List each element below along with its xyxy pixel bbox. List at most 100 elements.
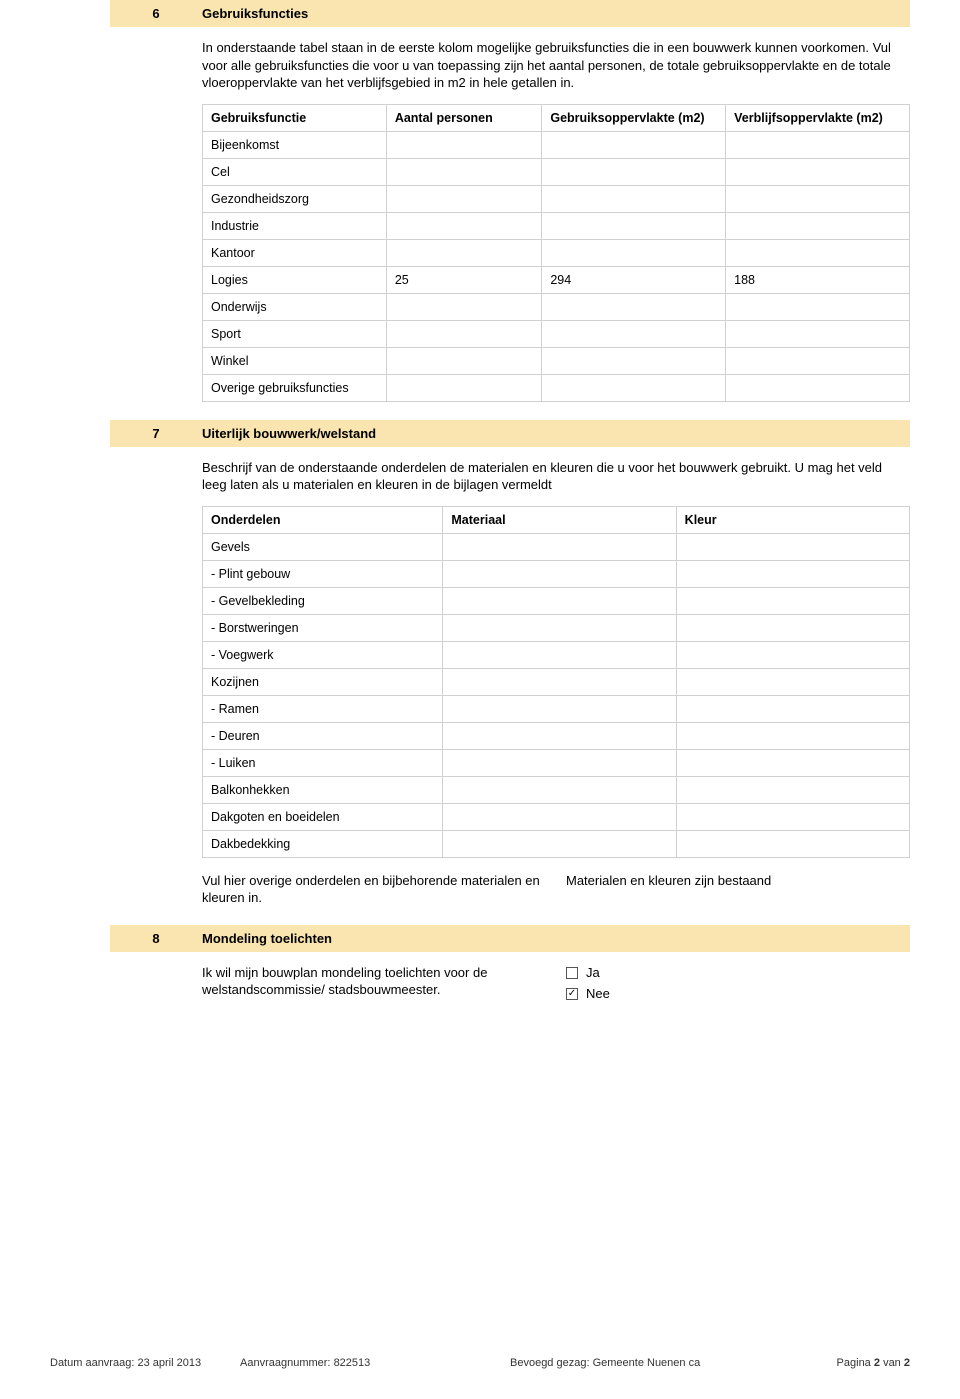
footer-num-value: 822513 [334, 1357, 371, 1369]
table-cell: 25 [386, 266, 542, 293]
table-cell [443, 776, 676, 803]
table-cell: 294 [542, 266, 726, 293]
checkbox-label: Nee [586, 985, 610, 1003]
table-cell [386, 185, 542, 212]
table-cell: Cel [203, 158, 387, 185]
table-row: Overige gebruiksfuncties [203, 374, 910, 401]
table-row: Winkel [203, 347, 910, 374]
table-cell [676, 749, 909, 776]
table-row: - Ramen [203, 695, 910, 722]
table-cell: Gezondheidszorg [203, 185, 387, 212]
section6-intro: In onderstaande tabel staan in de eerste… [202, 39, 910, 92]
table-cell: - Ramen [203, 695, 443, 722]
table-row: Dakbedekking [203, 830, 910, 857]
table-cell: - Luiken [203, 749, 443, 776]
table-cell [443, 587, 676, 614]
table-cell: - Gevelbekleding [203, 587, 443, 614]
table-cell [443, 668, 676, 695]
table-cell [676, 587, 909, 614]
checkbox-option[interactable]: Ja [566, 964, 910, 982]
table-cell [676, 776, 909, 803]
table-cell [443, 533, 676, 560]
table-cell [676, 803, 909, 830]
section7-intro: Beschrijf van de onderstaande onderdelen… [202, 459, 910, 494]
section7-extra-right: Materialen en kleuren zijn bestaand [566, 872, 910, 907]
table-cell [542, 239, 726, 266]
table-cell [386, 239, 542, 266]
table-cell [443, 560, 676, 587]
section8-question: Ik wil mijn bouwplan mondeling toelichte… [202, 964, 546, 1007]
table-cell: - Deuren [203, 722, 443, 749]
footer-page-total: 2 [904, 1357, 910, 1369]
table-row: Kantoor [203, 239, 910, 266]
table-cell [676, 614, 909, 641]
checkbox-icon[interactable] [566, 967, 578, 979]
table-cell [542, 293, 726, 320]
section-number: 8 [110, 931, 202, 946]
table-row: Gezondheidszorg [203, 185, 910, 212]
table-row: Cel [203, 158, 910, 185]
table-cell: Logies [203, 266, 387, 293]
table-cell [443, 614, 676, 641]
table-cell: Balkonhekken [203, 776, 443, 803]
table-row: - Deuren [203, 722, 910, 749]
table-row: Kozijnen [203, 668, 910, 695]
table-row: Bijeenkomst [203, 131, 910, 158]
table-cell: Overige gebruiksfuncties [203, 374, 387, 401]
table-cell [386, 320, 542, 347]
table-cell [726, 293, 910, 320]
table-row: - Plint gebouw [203, 560, 910, 587]
table-cell [676, 533, 909, 560]
table-row: Industrie [203, 212, 910, 239]
table-cell: Gevels [203, 533, 443, 560]
table-cell: Dakgoten en boeidelen [203, 803, 443, 830]
table-cell [726, 374, 910, 401]
table-cell [676, 695, 909, 722]
table-cell [386, 293, 542, 320]
section-number: 6 [110, 6, 202, 21]
footer-gezag-value: Gemeente Nuenen ca [593, 1357, 701, 1369]
footer-date-value: 23 april 2013 [137, 1357, 201, 1369]
checkbox-icon[interactable]: ✓ [566, 988, 578, 1000]
table-cell: - Plint gebouw [203, 560, 443, 587]
gebruiksfuncties-table: Gebruiksfunctie Aantal personen Gebruiks… [202, 104, 910, 402]
table-cell [443, 749, 676, 776]
table-cell [542, 320, 726, 347]
table-cell: - Voegwerk [203, 641, 443, 668]
table-cell [726, 239, 910, 266]
table-cell [726, 158, 910, 185]
table-cell: Onderwijs [203, 293, 387, 320]
section-number: 7 [110, 426, 202, 441]
table-header: Onderdelen [203, 506, 443, 533]
table-row: Gevels [203, 533, 910, 560]
table-cell [676, 641, 909, 668]
table-cell: Sport [203, 320, 387, 347]
footer-gezag-label: Bevoegd gezag: [510, 1357, 590, 1369]
table-row: Onderwijs [203, 293, 910, 320]
footer-date-label: Datum aanvraag: [50, 1357, 134, 1369]
table-row: Balkonhekken [203, 776, 910, 803]
footer-page-of: van [883, 1357, 901, 1369]
checkbox-option[interactable]: ✓ Nee [566, 985, 910, 1003]
table-cell [542, 347, 726, 374]
table-cell: Kantoor [203, 239, 387, 266]
table-cell [676, 722, 909, 749]
page-footer: Datum aanvraag: 23 april 2013 Aanvraagnu… [0, 1357, 960, 1369]
table-cell [386, 158, 542, 185]
table-row: Sport [203, 320, 910, 347]
table-cell [443, 722, 676, 749]
table-header: Gebruiksoppervlakte (m2) [542, 104, 726, 131]
table-cell: - Borstweringen [203, 614, 443, 641]
table-cell: Winkel [203, 347, 387, 374]
table-header: Kleur [676, 506, 909, 533]
table-cell [542, 374, 726, 401]
table-cell [386, 374, 542, 401]
table-cell [676, 668, 909, 695]
table-cell [542, 158, 726, 185]
footer-num-label: Aanvraagnummer: [240, 1357, 331, 1369]
table-cell: Dakbedekking [203, 830, 443, 857]
table-cell [386, 212, 542, 239]
table-cell [443, 830, 676, 857]
table-row: Dakgoten en boeidelen [203, 803, 910, 830]
table-cell [726, 212, 910, 239]
